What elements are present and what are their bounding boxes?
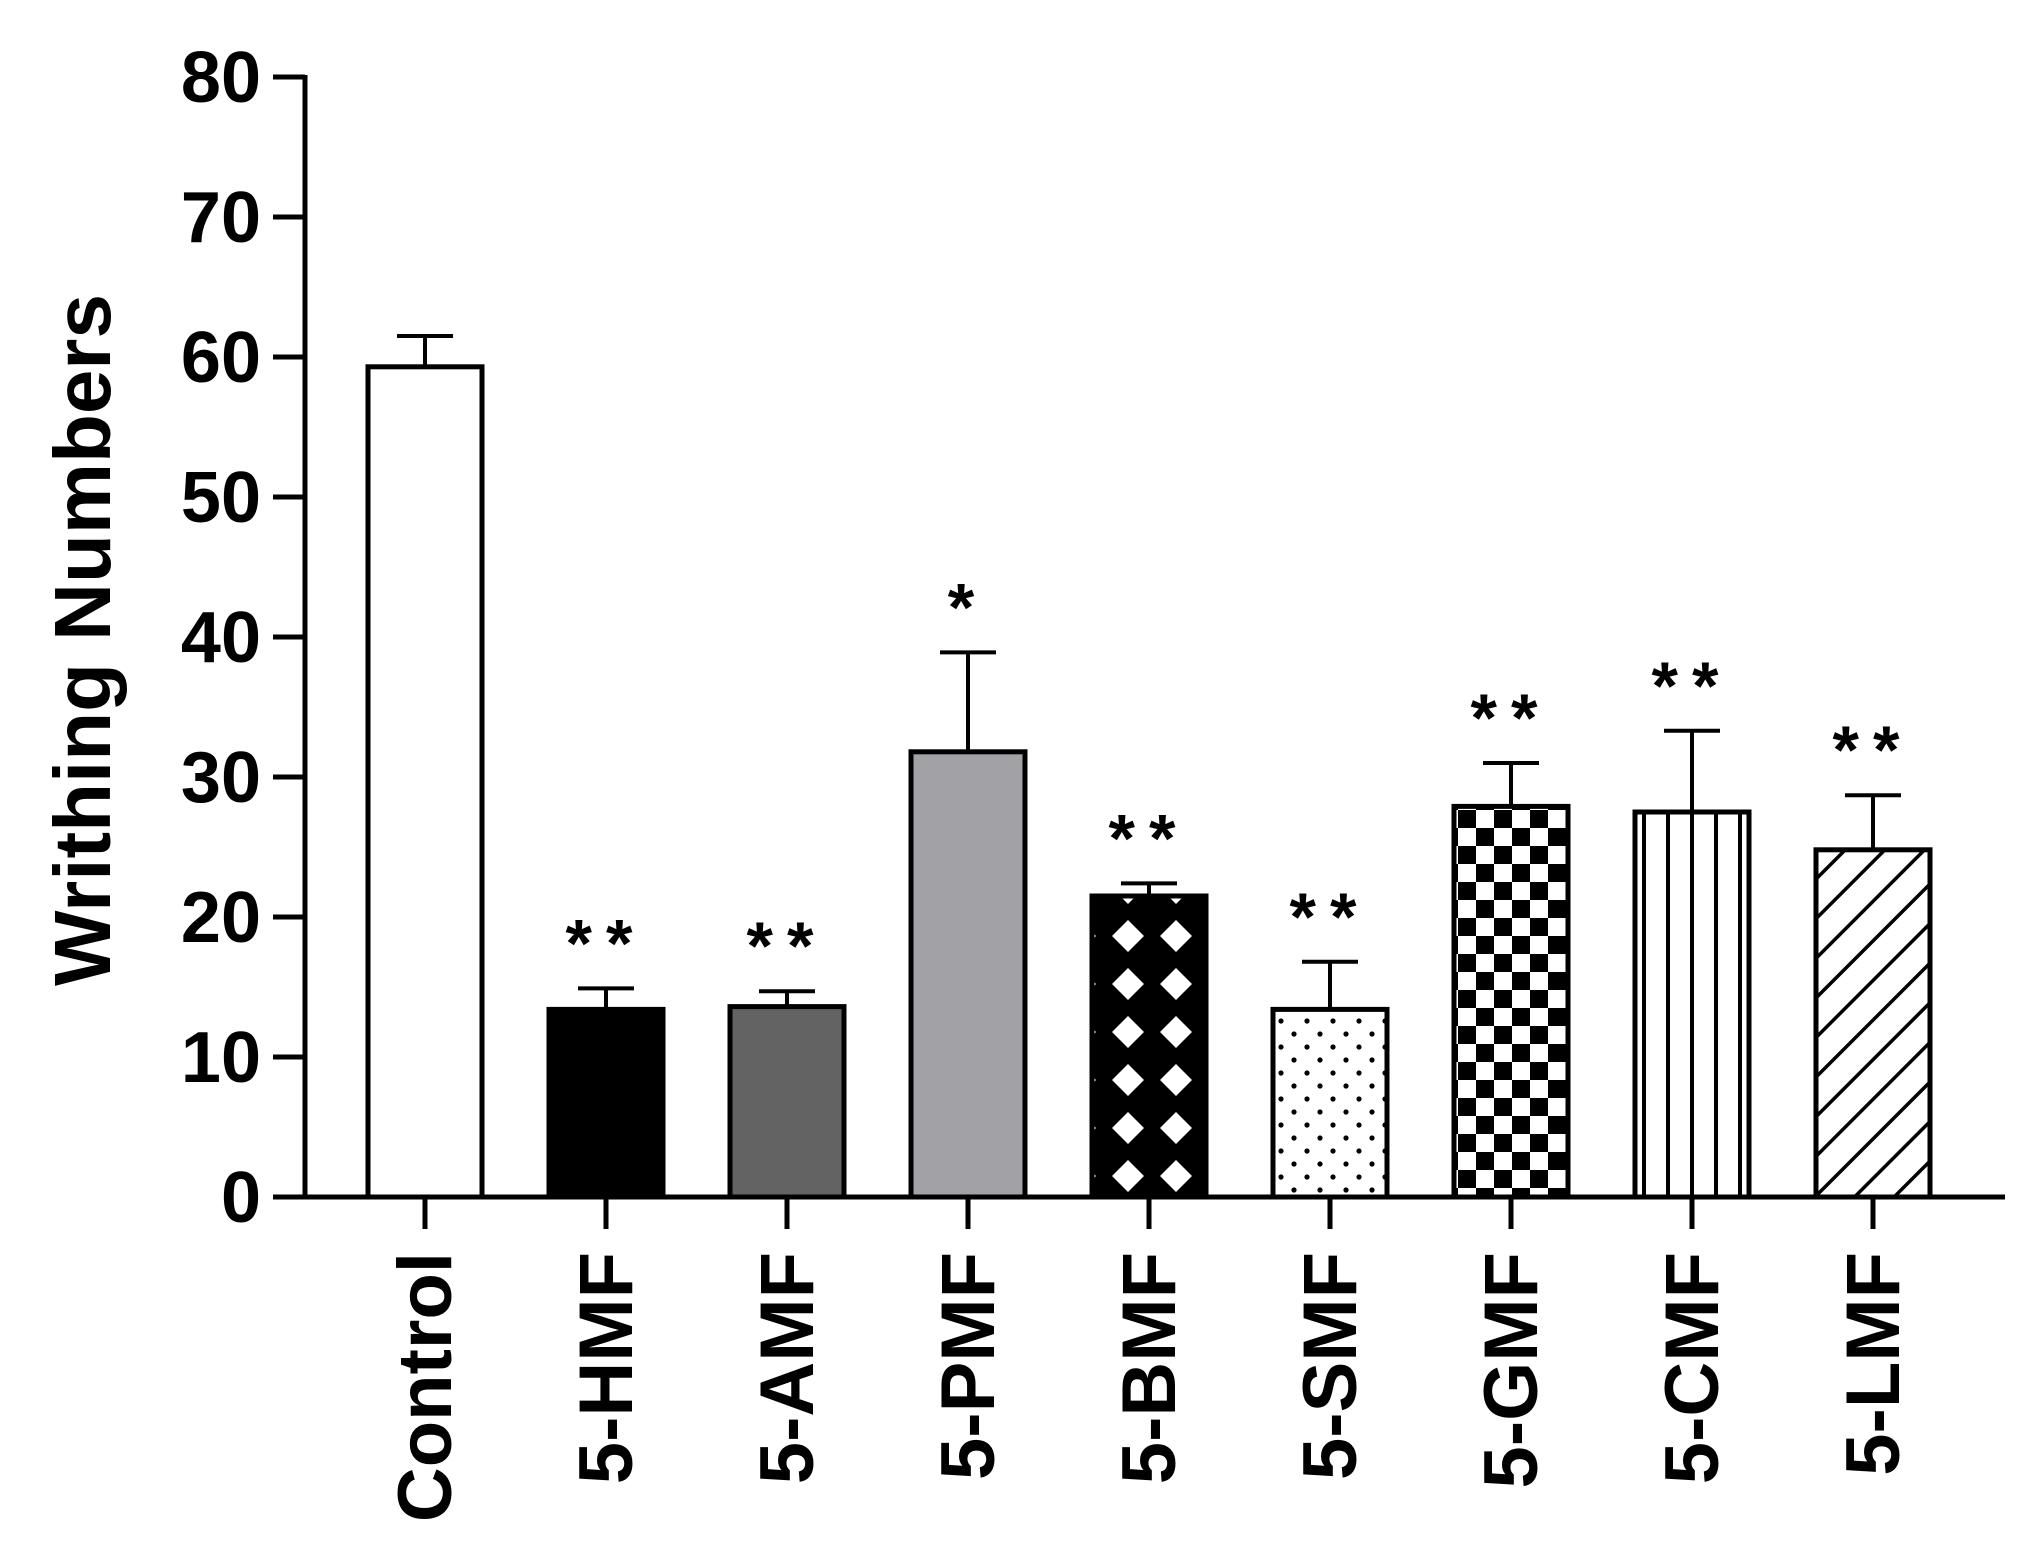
y-axis-ticks: 0 10 20 30 40 50 60 70 80	[181, 38, 305, 1238]
significance-label: **	[1109, 800, 1190, 876]
x-tick-label: 5-SMF	[1288, 1252, 1373, 1480]
y-tick-label: 70	[181, 178, 261, 258]
x-axis-ticks: Control 5-HMF 5-AMF 5-PMF 5-BMF 5-SMF 5-GMF 5-C…	[383, 1197, 1916, 1522]
x-tick-label: 5-HMF	[564, 1252, 649, 1484]
x-tick-label: 5-CMF	[1650, 1252, 1735, 1484]
bar-control	[365, 364, 485, 1200]
bar-5-bmf	[1089, 893, 1209, 1200]
significance-label: **	[1290, 879, 1371, 955]
y-tick-label: 80	[181, 38, 261, 118]
bar-5-pmf	[908, 749, 1028, 1200]
y-tick-label: 20	[181, 878, 261, 958]
y-axis-title: Writhing Numbers	[38, 294, 127, 986]
significance-label: **	[566, 905, 647, 981]
y-tick-label: 30	[181, 738, 261, 818]
significance-label: *	[948, 569, 988, 645]
significance-label: **	[1833, 712, 1914, 788]
y-tick-label: 60	[181, 318, 261, 398]
significance-label: **	[747, 908, 828, 984]
significance-label: **	[1471, 680, 1552, 756]
bar-5-cmf	[1632, 809, 1752, 1200]
bar-5-amf	[727, 1004, 847, 1200]
x-tick-label: 5-LMF	[1831, 1252, 1916, 1476]
bar-5-smf	[1270, 1006, 1390, 1200]
x-tick-label: 5-PMF	[926, 1252, 1011, 1480]
y-tick-label: 10	[181, 1018, 261, 1098]
x-tick-label: Control	[383, 1252, 468, 1522]
x-tick-label: 5-GMF	[1469, 1252, 1554, 1488]
y-tick-label: 0	[221, 1158, 261, 1238]
error-bars-group	[397, 334, 1901, 1010]
x-tick-label: 5-BMF	[1107, 1252, 1192, 1484]
bar-5-hmf	[546, 1006, 666, 1200]
bars-group	[365, 364, 1933, 1200]
y-tick-label: 40	[181, 598, 261, 678]
significance-group: ** ********* ****	[566, 569, 1914, 984]
x-tick-label: 5-AMF	[745, 1252, 830, 1484]
y-tick-label: 50	[181, 458, 261, 538]
significance-label: **	[1652, 648, 1733, 724]
bar-5-lmf	[1813, 847, 1933, 1200]
bar-5-gmf	[1451, 803, 1571, 1200]
